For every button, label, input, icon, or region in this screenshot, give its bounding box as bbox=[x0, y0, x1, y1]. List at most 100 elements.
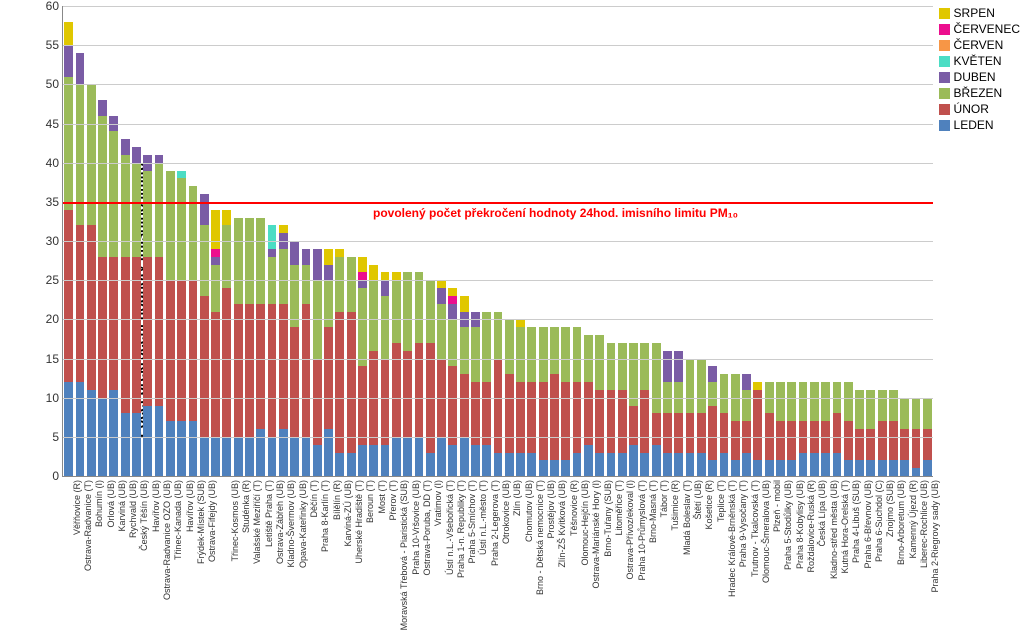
bar-segment bbox=[200, 225, 209, 296]
bar-segment bbox=[640, 390, 649, 453]
bar-segment bbox=[369, 265, 378, 281]
x-tick-label: Prostějov (UB) bbox=[546, 480, 556, 539]
bar-segment bbox=[302, 304, 311, 437]
x-tick-label: Roždalovice-Ruská (R) bbox=[806, 480, 816, 573]
x-tick-label: Kladno-střed města (UB) bbox=[829, 480, 839, 579]
gridline bbox=[63, 280, 933, 281]
x-tick-label: Zlín (UB) bbox=[512, 480, 522, 516]
bar-segment bbox=[855, 390, 864, 429]
plot-area: 051015202530354045505560povolený počet p… bbox=[62, 6, 933, 477]
bar-segment bbox=[347, 257, 356, 312]
bar-segment bbox=[731, 460, 740, 476]
bar-segment bbox=[313, 445, 322, 476]
bar-segment bbox=[652, 343, 661, 414]
bar-segment bbox=[708, 366, 717, 382]
bar-segment bbox=[753, 390, 762, 461]
bar-segment bbox=[448, 304, 457, 320]
bar-segment bbox=[697, 359, 706, 414]
bar-segment bbox=[177, 280, 186, 421]
bar-segment bbox=[381, 359, 390, 445]
bar-segment bbox=[573, 453, 582, 477]
bar-segment bbox=[810, 453, 819, 477]
y-tick-label: 30 bbox=[25, 234, 59, 248]
x-tick-label: Košetice (R) bbox=[704, 480, 714, 530]
bar-segment bbox=[607, 343, 616, 390]
bar-segment bbox=[607, 453, 616, 477]
x-tick-label: Praha 2-Legerova (T) bbox=[490, 480, 500, 566]
x-tick-label: Praha 10-Vršovice (UB) bbox=[411, 480, 421, 575]
bar-segment bbox=[268, 304, 277, 437]
x-tick-label: Těšnovice (R) bbox=[569, 480, 579, 536]
bar-segment bbox=[787, 460, 796, 476]
bar-segment bbox=[629, 343, 638, 406]
bar-segment bbox=[392, 280, 401, 343]
bar-segment bbox=[155, 406, 164, 477]
x-tick-label: Třinec-Kanada (UB) bbox=[173, 480, 183, 560]
x-tick-label: Chomutov (UB) bbox=[524, 480, 534, 542]
bar-segment bbox=[855, 460, 864, 476]
bar-segment bbox=[268, 225, 277, 249]
legend-item: SRPEN bbox=[939, 6, 1020, 20]
bar-segment bbox=[189, 186, 198, 280]
bar-segment bbox=[460, 296, 469, 312]
bar-segment bbox=[539, 327, 548, 382]
legend-swatch bbox=[939, 8, 950, 19]
bar-segment bbox=[155, 163, 164, 257]
bar-segment bbox=[358, 288, 367, 366]
x-tick-label: Most (T) bbox=[377, 480, 387, 514]
x-tick-label: Teplice (T) bbox=[716, 480, 726, 522]
legend-label: KVĚTEN bbox=[954, 54, 1002, 68]
bar-segment bbox=[64, 45, 73, 76]
bar-segment bbox=[663, 453, 672, 477]
x-tick-label: Letiště Praha (T) bbox=[264, 480, 274, 547]
bar-segment bbox=[573, 382, 582, 453]
bar-segment bbox=[189, 421, 198, 476]
legend-label: DUBEN bbox=[954, 70, 996, 84]
bar-segment bbox=[437, 437, 446, 476]
bar-segment bbox=[753, 382, 762, 390]
bar-segment bbox=[674, 413, 683, 452]
bar-segment bbox=[290, 437, 299, 476]
y-tick-label: 40 bbox=[25, 156, 59, 170]
bar-segment bbox=[618, 343, 627, 390]
bar-segment bbox=[505, 374, 514, 452]
bar-segment bbox=[878, 421, 887, 460]
x-tick-label: Děčín (T) bbox=[309, 480, 319, 518]
x-tick-label: Ostrava-Poruba, DD (T) bbox=[422, 480, 432, 576]
bar-segment bbox=[584, 445, 593, 476]
y-tick-label: 50 bbox=[25, 77, 59, 91]
gridline bbox=[63, 124, 933, 125]
bar-segment bbox=[776, 460, 785, 476]
bar-segment bbox=[527, 453, 536, 477]
bar-segment bbox=[787, 421, 796, 460]
bar-segment bbox=[369, 445, 378, 476]
gridline bbox=[63, 45, 933, 46]
x-tick-label: Ústí n.L.-Všebořická (T) bbox=[445, 480, 455, 575]
bar-segment bbox=[302, 265, 311, 304]
bar-segment bbox=[708, 406, 717, 461]
bar-segment bbox=[211, 265, 220, 312]
bar-segment bbox=[98, 257, 107, 398]
bar-segment bbox=[143, 171, 152, 257]
bar-segment bbox=[561, 460, 570, 476]
bar-segment bbox=[878, 390, 887, 421]
bar-segment bbox=[674, 351, 683, 382]
bar-segment bbox=[121, 413, 130, 476]
gridline bbox=[63, 437, 933, 438]
x-tick-label: Kladno-Švermov (UB) bbox=[286, 480, 296, 568]
bar-segment bbox=[166, 280, 175, 421]
bar-segment bbox=[516, 327, 525, 382]
x-tick-label: Štětí (UB) bbox=[693, 480, 703, 520]
bar-segment bbox=[155, 155, 164, 163]
bar-segment bbox=[810, 382, 819, 421]
bar-segment bbox=[686, 359, 695, 414]
bar-segment bbox=[663, 351, 672, 382]
x-tick-label: Kamenný Újezd (R) bbox=[908, 480, 918, 559]
bar-segment bbox=[392, 437, 401, 476]
x-tick-label: Zlín-ZŠ Kvítková (UB) bbox=[557, 480, 567, 568]
bar-segment bbox=[324, 265, 333, 281]
bar-segment bbox=[64, 22, 73, 46]
x-tick-label: Studénka (R) bbox=[241, 480, 251, 533]
x-tick-label: Liberec-Rochlice (UB) bbox=[919, 480, 929, 568]
bar-segment bbox=[358, 445, 367, 476]
